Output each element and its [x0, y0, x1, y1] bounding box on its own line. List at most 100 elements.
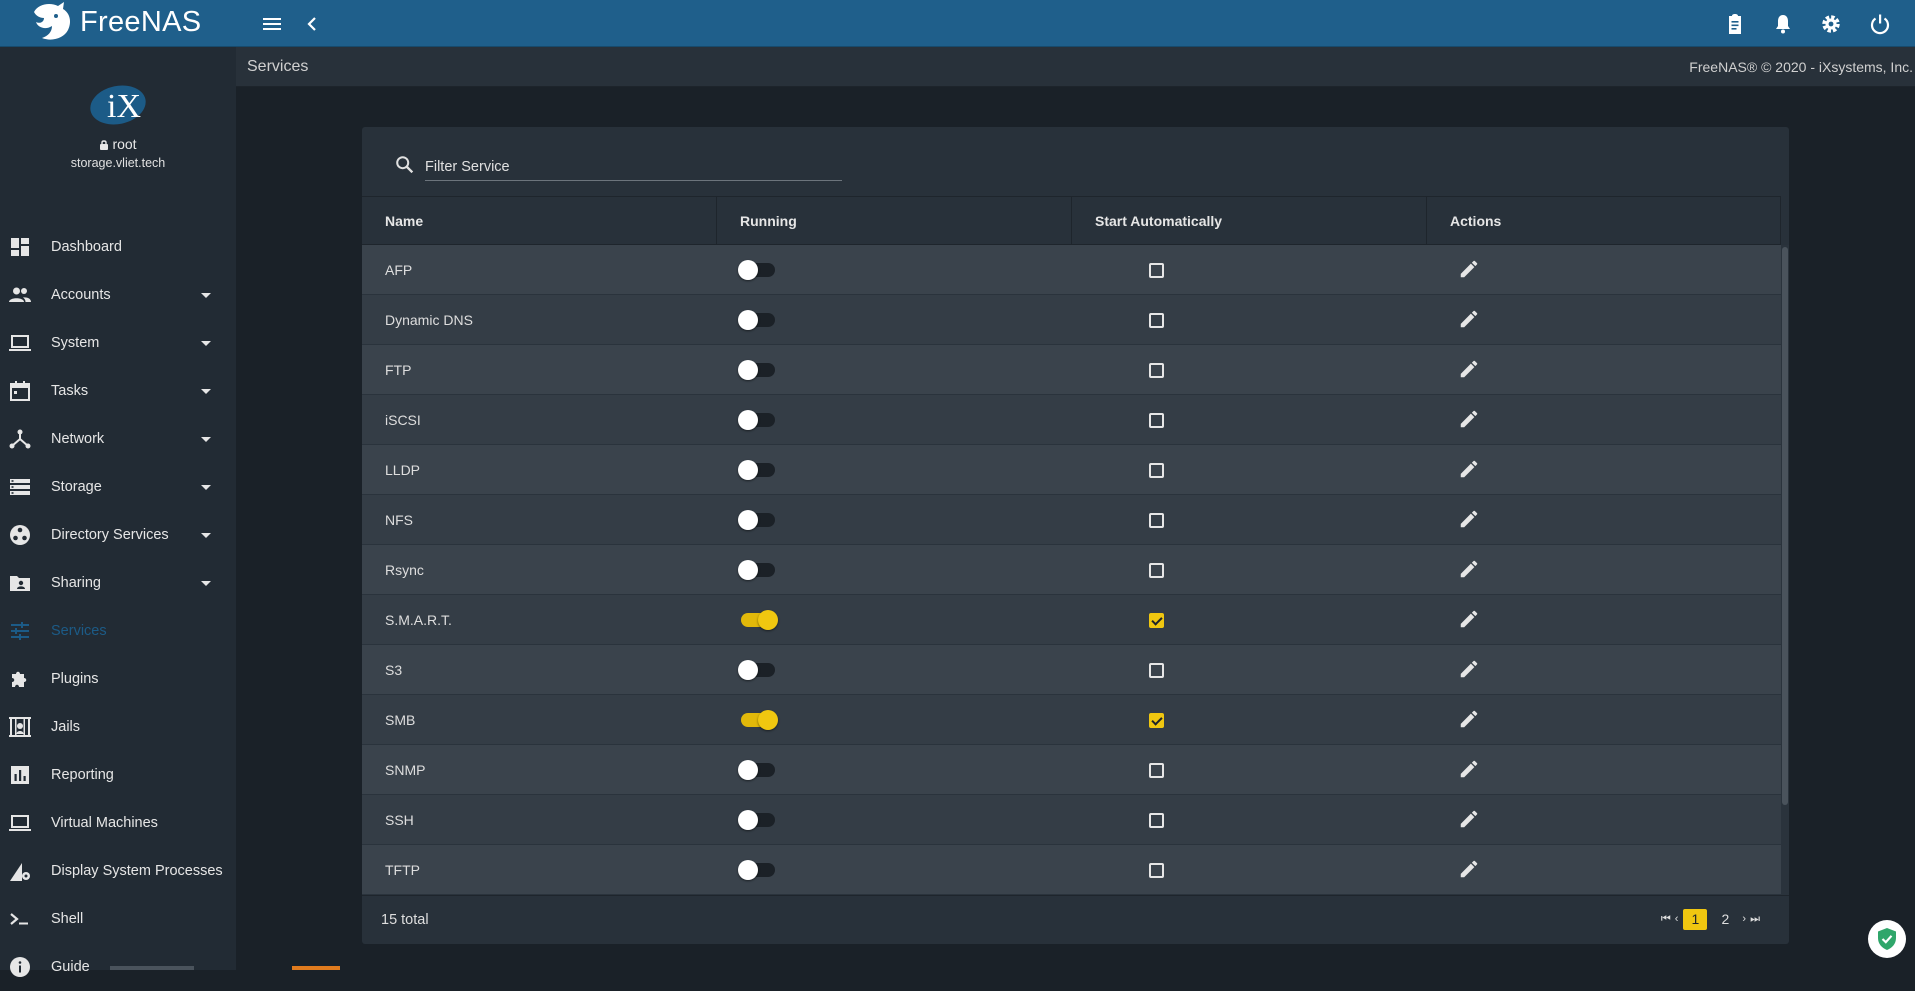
running-toggle[interactable]	[738, 410, 775, 430]
start-automatically-checkbox[interactable]	[1149, 613, 1164, 628]
running-toggle[interactable]	[741, 710, 778, 730]
laptop-icon	[9, 335, 31, 351]
freenas-logo[interactable]: FreeNAS	[28, 2, 201, 42]
sidebar-item-label: Directory Services	[51, 527, 169, 543]
start-automatically-checkbox[interactable]	[1149, 313, 1164, 328]
sidebar-item-plugins[interactable]: Plugins	[0, 655, 236, 703]
sidebar-item-storage[interactable]: Storage	[0, 463, 236, 511]
start-automatically-checkbox[interactable]	[1149, 363, 1164, 378]
sidebar-item-reporting[interactable]: Reporting	[0, 751, 236, 799]
sidebar-item-dashboard[interactable]: Dashboard	[0, 223, 236, 271]
svg-text:iX: iX	[107, 88, 141, 125]
previous-page-icon[interactable]: ‹	[1674, 913, 1679, 925]
start-automatically-checkbox[interactable]	[1149, 713, 1164, 728]
ix-logo-icon: iX	[90, 85, 146, 125]
sidebar-item-network[interactable]: Network	[0, 415, 236, 463]
shield-check-icon[interactable]	[1868, 920, 1906, 958]
edit-icon[interactable]	[1458, 558, 1480, 580]
sidebar-item-display-system-processes[interactable]: Display System Processes	[0, 847, 236, 895]
column-header-name[interactable]: Name	[362, 197, 717, 245]
sidebar-item-virtual-machines[interactable]: Virtual Machines	[0, 799, 236, 847]
edit-icon[interactable]	[1458, 508, 1480, 530]
search-icon	[396, 156, 414, 174]
edit-icon[interactable]	[1458, 708, 1480, 730]
filter-bar	[394, 151, 854, 181]
sidebar-item-system[interactable]: System	[0, 319, 236, 367]
running-toggle[interactable]	[741, 610, 778, 630]
sidebar: iX root storage.vliet.tech Dashboard Acc…	[0, 47, 236, 977]
user-panel: iX root storage.vliet.tech	[0, 82, 236, 170]
running-toggle[interactable]	[738, 760, 775, 780]
running-toggle[interactable]	[738, 860, 775, 880]
edit-icon[interactable]	[1458, 758, 1480, 780]
sidebar-item-directory-services[interactable]: Directory Services	[0, 511, 236, 559]
start-automatically-checkbox[interactable]	[1149, 263, 1164, 278]
start-automatically-checkbox[interactable]	[1149, 863, 1164, 878]
toggle-knob	[758, 610, 778, 630]
pagination: ⏮ ‹ 1 2 › ⏭	[1659, 907, 1762, 931]
edit-icon[interactable]	[1458, 658, 1480, 680]
table-row: Rsync	[362, 545, 1781, 595]
chevron-down-icon	[201, 436, 211, 442]
total-count: 15 total	[381, 912, 429, 928]
start-automatically-checkbox[interactable]	[1149, 463, 1164, 478]
edit-icon[interactable]	[1458, 858, 1480, 880]
edit-icon[interactable]	[1458, 258, 1480, 280]
sidebar-item-label: Dashboard	[51, 239, 122, 255]
next-page-icon[interactable]: ›	[1742, 913, 1747, 925]
sidebar-item-services[interactable]: Services	[0, 607, 236, 655]
sidebar-item-accounts[interactable]: Accounts	[0, 271, 236, 319]
bell-icon[interactable]	[1771, 12, 1795, 36]
start-automatically-checkbox[interactable]	[1149, 813, 1164, 828]
sidebar-item-label: Network	[51, 431, 105, 447]
toggle-knob	[738, 260, 758, 280]
sidebar-item-shell[interactable]: Shell	[0, 895, 236, 943]
edit-icon[interactable]	[1458, 408, 1480, 430]
edit-icon[interactable]	[1458, 608, 1480, 630]
chevron-left-icon[interactable]	[300, 12, 324, 36]
edit-icon[interactable]	[1458, 358, 1480, 380]
brand-name: FreeNAS	[80, 5, 202, 38]
last-page-icon[interactable]: ⏭	[1750, 912, 1760, 925]
sidebar-item-label: Virtual Machines	[51, 815, 158, 831]
running-toggle[interactable]	[738, 310, 775, 330]
scrollbar-thumb[interactable]	[1782, 247, 1788, 805]
sidebar-item-tasks[interactable]: Tasks	[0, 367, 236, 415]
edit-icon[interactable]	[1458, 458, 1480, 480]
sidebar-item-jails[interactable]: Jails	[0, 703, 236, 751]
column-header-running[interactable]: Running	[717, 197, 1072, 245]
start-automatically-checkbox[interactable]	[1149, 563, 1164, 578]
sidebar-item-sharing[interactable]: Sharing	[0, 559, 236, 607]
service-name: iSCSI	[385, 412, 421, 428]
sidebar-item-label: Plugins	[51, 671, 99, 687]
username-text: root	[112, 136, 137, 152]
table-scrollbar[interactable]	[1781, 245, 1789, 895]
running-toggle[interactable]	[738, 460, 775, 480]
menu-icon[interactable]	[260, 12, 284, 36]
start-automatically-checkbox[interactable]	[1149, 413, 1164, 428]
gear-icon[interactable]	[1819, 12, 1843, 36]
edit-icon[interactable]	[1458, 808, 1480, 830]
running-toggle[interactable]	[738, 660, 775, 680]
breadcrumb: Services FreeNAS® © 2020 - iXsystems, In…	[236, 47, 1915, 87]
running-toggle[interactable]	[738, 560, 775, 580]
start-automatically-checkbox[interactable]	[1149, 763, 1164, 778]
page-1-button[interactable]: 1	[1683, 908, 1708, 930]
start-automatically-checkbox[interactable]	[1149, 513, 1164, 528]
page-2-button[interactable]: 2	[1721, 910, 1730, 927]
clipboard-icon[interactable]	[1723, 12, 1747, 36]
directory-icon	[10, 525, 30, 545]
power-icon[interactable]	[1868, 12, 1892, 36]
processes-icon	[10, 863, 30, 881]
running-toggle[interactable]	[738, 510, 775, 530]
chevron-down-icon	[201, 580, 211, 586]
running-toggle[interactable]	[738, 360, 775, 380]
column-header-start-automatically[interactable]: Start Automatically	[1072, 197, 1427, 245]
first-page-icon[interactable]: ⏮	[1660, 912, 1671, 925]
table-row: TFTP	[362, 845, 1781, 895]
running-toggle[interactable]	[738, 810, 775, 830]
filter-service-input[interactable]	[425, 151, 842, 181]
start-automatically-checkbox[interactable]	[1149, 663, 1164, 678]
edit-icon[interactable]	[1458, 308, 1480, 330]
running-toggle[interactable]	[738, 260, 775, 280]
